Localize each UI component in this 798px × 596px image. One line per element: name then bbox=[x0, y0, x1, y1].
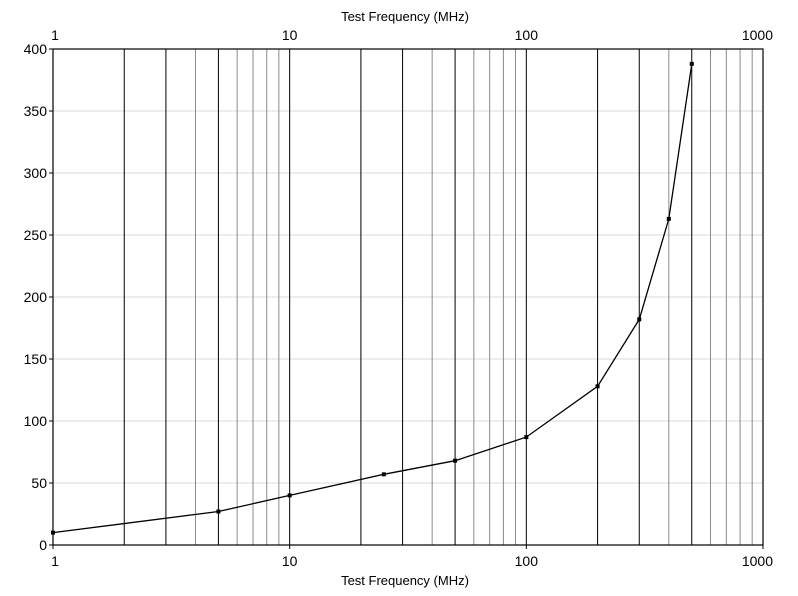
x-tick-label-top: 1000 bbox=[742, 27, 773, 43]
x-tick-label-top: 100 bbox=[515, 27, 539, 43]
y-tick-label: 400 bbox=[24, 41, 48, 57]
axis-layer bbox=[49, 48, 764, 549]
data-point bbox=[524, 435, 529, 440]
y-tick-label: 150 bbox=[24, 351, 48, 367]
x-tick-label-top: 10 bbox=[282, 27, 298, 43]
x-tick-label-bottom: 1 bbox=[51, 553, 59, 569]
y-tick-label: 350 bbox=[24, 103, 48, 119]
y-tick-label: 50 bbox=[31, 475, 47, 491]
data-point bbox=[51, 530, 55, 535]
x-tick-label-top: 1 bbox=[51, 27, 59, 43]
data-point bbox=[216, 509, 221, 514]
data-point bbox=[287, 493, 292, 498]
top-axis-title: Test Frequency (MHz) bbox=[341, 9, 469, 24]
series-line bbox=[52, 63, 693, 534]
y-tick-label: 100 bbox=[24, 413, 48, 429]
x-tick-label-bottom: 1000 bbox=[742, 553, 773, 569]
series-layer bbox=[51, 61, 694, 535]
x-tick-label-bottom: 10 bbox=[282, 553, 298, 569]
grid-layer bbox=[52, 49, 764, 545]
label-layer: Test Frequency (MHz) Test Frequency (MHz… bbox=[24, 9, 774, 588]
data-point bbox=[453, 458, 458, 463]
x-tick-label-bottom: 100 bbox=[515, 553, 539, 569]
bottom-axis-title: Test Frequency (MHz) bbox=[341, 573, 469, 588]
data-point bbox=[689, 61, 694, 66]
data-point bbox=[381, 472, 386, 477]
y-tick-label: 300 bbox=[24, 165, 48, 181]
y-tick-label: 200 bbox=[24, 289, 48, 305]
data-point bbox=[595, 384, 600, 389]
data-point bbox=[637, 317, 642, 322]
data-point bbox=[666, 216, 671, 221]
y-tick-label: 250 bbox=[24, 227, 48, 243]
y-tick-label: 0 bbox=[39, 537, 47, 553]
